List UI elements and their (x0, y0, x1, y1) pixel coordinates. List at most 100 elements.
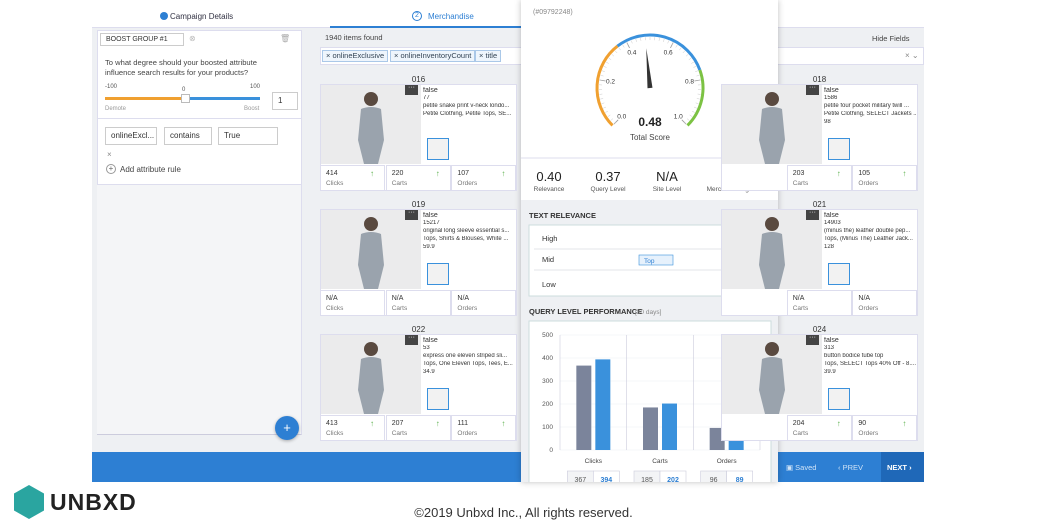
value-label: 89 (736, 477, 744, 482)
question: To what degree should your boosted attri… (105, 58, 257, 77)
stat-label: Carts (391, 305, 408, 312)
stat-cell (320, 290, 385, 316)
product-category: Petite Clothing, SELECT Jackets ... (824, 111, 916, 117)
gauge-minor (675, 44, 678, 48)
stat-label: Carts (792, 430, 809, 437)
x-tick-label: Carts (652, 458, 668, 465)
stat-label: Carts (792, 305, 809, 312)
trend-icon: ↑ (501, 419, 506, 428)
slider-track (105, 97, 181, 100)
product-title: button bodice tube top (824, 353, 884, 359)
prev-text: PREV (842, 463, 864, 472)
total-score-label: Total Score (630, 133, 671, 142)
stat-cell (852, 165, 918, 191)
stat-cell (786, 415, 852, 441)
gauge-minor (685, 54, 689, 57)
slider-right-label: Boost (244, 106, 260, 112)
metric-value: N/A (656, 169, 678, 184)
stat-label: Orders (457, 180, 478, 187)
product-category: Tops, SELECT Tops 40% Off - 8.... (824, 361, 916, 367)
product-category: Tops, Shirts & Blouses, White ... (423, 236, 509, 242)
filter-controls[interactable]: × ⌄ (905, 51, 919, 60)
add-icon[interactable]: + (106, 164, 116, 174)
bar (576, 365, 592, 450)
value-label: 202 (667, 477, 679, 482)
logo-icon (14, 485, 44, 519)
metric-label: Query Level (590, 186, 626, 193)
y-tick-label: 300 (542, 378, 553, 385)
more-button: ··· (806, 334, 819, 345)
item-count: 1940 items found (325, 33, 383, 42)
product-image (321, 85, 421, 164)
value-label: 394 (600, 477, 612, 482)
clear-icon[interactable]: ⊗ (189, 34, 196, 43)
gauge-minor (605, 110, 609, 113)
gauge-tick-label: 0.0 (617, 113, 626, 120)
prev-button[interactable]: ‹ PREV (838, 463, 864, 472)
stat-value: 203 (792, 170, 805, 177)
gauge-minor (603, 106, 607, 109)
gauge-minor (626, 42, 629, 46)
slider-handle[interactable] (181, 94, 190, 103)
product-id: 021 (812, 200, 827, 209)
rule-value[interactable]: True (218, 127, 278, 145)
gauge-minor (607, 114, 611, 117)
product-image (722, 335, 822, 414)
gauge-minor (613, 121, 617, 125)
slider-track (190, 97, 260, 100)
stat-cell (385, 290, 451, 316)
add-rule[interactable]: Add attribute rule (120, 165, 181, 174)
rule-operator[interactable]: contains (164, 127, 212, 145)
gauge-minor (611, 54, 615, 57)
tab[interactable]: Merchandise (428, 12, 474, 21)
bar (662, 403, 677, 450)
gauge-arc (595, 44, 619, 127)
tag-bg (638, 254, 674, 266)
product-num: 53 (423, 345, 430, 351)
product-id: 016 (411, 75, 426, 84)
product-num: 77 (423, 95, 430, 101)
model-silhouette (759, 92, 785, 164)
stat-cell (320, 415, 385, 441)
metric-value: 0.37 (595, 169, 620, 184)
bar (709, 427, 725, 450)
gauge-tick-label: 1.0 (674, 113, 683, 120)
stat-value: 220 (391, 170, 404, 177)
brand: UNBXD (50, 489, 137, 515)
action-bar (92, 452, 924, 482)
filter-text: title (485, 51, 498, 60)
tab[interactable]: Campaign Details (170, 12, 234, 21)
filter-chip[interactable]: × onlineInventoryCount (390, 50, 476, 62)
stat-label: Orders (858, 180, 879, 187)
filter-chip[interactable]: × onlineExclusive (322, 50, 389, 62)
gauge-minor (614, 50, 618, 54)
boost-title[interactable]: BOOST GROUP #1 (100, 33, 184, 46)
stat-label: Carts (391, 180, 408, 187)
boost-input[interactable]: 1 (272, 92, 298, 110)
stat-label: Orders (858, 430, 879, 437)
hide-fields[interactable]: Hide Fields (872, 34, 910, 43)
metric-label: Site Level (653, 186, 682, 193)
rule-field[interactable]: onlineExcl... (105, 127, 157, 145)
stat-label: Clicks (326, 430, 344, 437)
sku: (#09792248) (533, 9, 573, 16)
copyright: ©2019 Unbxd Inc., All rights reserved. (414, 505, 633, 520)
gauge-minor (618, 47, 621, 51)
stat-value: N/A (792, 295, 805, 302)
remove-icon[interactable]: × (107, 150, 112, 159)
next-button[interactable]: NEXT › (887, 463, 912, 472)
fab[interactable]: + (275, 416, 299, 440)
slider-left-label: Demote (105, 106, 127, 112)
product-flag: false (824, 337, 839, 344)
gauge-minor (695, 102, 699, 104)
gauge-minor (601, 70, 605, 72)
product-id: 022 (411, 325, 426, 334)
gauge-minor (663, 38, 665, 42)
model-silhouette (358, 217, 384, 289)
more-button: ··· (405, 209, 418, 220)
delete-icon[interactable]: 🗑 (280, 34, 291, 43)
filter-chip[interactable]: × title (475, 50, 502, 62)
value-box (593, 470, 620, 482)
gauge-minor (635, 38, 637, 42)
